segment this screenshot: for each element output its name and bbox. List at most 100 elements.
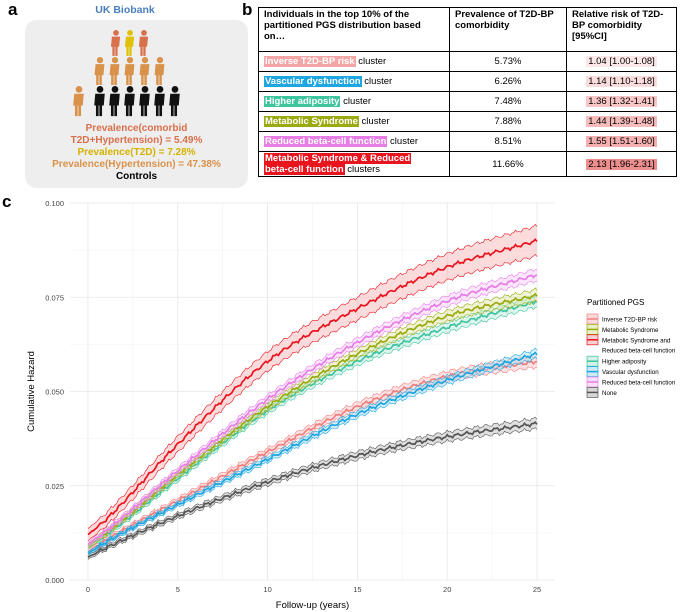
y-tick-label: 0.025: [45, 482, 64, 491]
prevalence-line: Controls: [115, 171, 158, 182]
cluster-cell: Higher adiposity cluster: [258, 91, 450, 112]
legend-label: Reduced beta-cell function: [602, 380, 676, 387]
relative-risk-value: 1.44 [1.39-1.48]: [586, 116, 657, 127]
header-relative-risk: Relative risk of T2D-BP comorbidity [95%…: [566, 7, 677, 52]
relative-risk-cell: 1.14 [1.10-1.18]: [566, 71, 677, 92]
ci-lower-line: [87, 306, 538, 549]
cluster-suffix: clusters: [344, 164, 381, 175]
hypertension-person-icon: [124, 57, 135, 85]
x-tick-label: 0: [86, 585, 90, 594]
prevalence-text: Prevalence(comorbid T2D+Hypertension) = 5…: [25, 123, 248, 183]
control-person-icon: [109, 86, 120, 117]
panel-c-letter: c: [2, 195, 11, 211]
comorbidity-table: Individuals in the top 10% of the partit…: [258, 7, 677, 177]
relative-risk-cell: 1.36 [1.32-1.41]: [566, 91, 677, 112]
y-axis-label: Cumulative Hazard: [26, 351, 37, 432]
relative-risk-cell: 1.04 [1.00-1.08]: [566, 51, 677, 72]
cluster-cell: Reduced beta-cell function cluster: [258, 131, 450, 152]
legend-label: Vascular dysfunction: [602, 369, 659, 376]
prevalence-cell: 7.48%: [449, 91, 567, 112]
legend-label: Inverse T2D-BP risk: [602, 317, 658, 324]
series-line: [87, 300, 538, 547]
x-tick-label: 25: [533, 585, 541, 594]
table-row: Metabolic Syndrome cluster 7.88% 1.44 [1.3…: [258, 111, 677, 132]
cluster-label-cont: beta-cell function: [264, 164, 345, 175]
legend-label: None: [602, 390, 617, 397]
series-line: [87, 238, 538, 536]
cluster-label: Metabolic Syndrome & Reduced: [264, 153, 412, 164]
table-row: Higher adiposity cluster 7.48% 1.36 [1.32-…: [258, 91, 677, 112]
ci-upper-line: [87, 347, 538, 552]
legend-label: Higher adiposity: [602, 359, 647, 366]
control-person-icon: [124, 86, 135, 117]
y-tick-label: 0.050: [45, 388, 64, 397]
cumulative-hazard-chart: c 0 5 10 15 20 25 0.000 0.025 0.050 0.075 0.100 Foll…: [2, 195, 676, 611]
series-line: [87, 421, 538, 559]
biobank-box: [25, 20, 248, 188]
header-prevalence: Prevalence of T2D-BP comorbidity: [449, 7, 567, 52]
hypertension-person-icon: [94, 57, 105, 85]
ci-lower-line: [87, 427, 538, 560]
cluster-suffix: cluster: [358, 116, 390, 127]
series-line: [87, 292, 538, 547]
legend-label: Metabolic Syndrome: [602, 327, 659, 334]
relative-risk-cell: 1.55 [1.51-1.60]: [566, 131, 677, 152]
ci-upper-line: [87, 268, 538, 542]
series-line: [87, 274, 538, 545]
relative-risk-value: 1.36 [1.32-1.41]: [586, 96, 657, 107]
legend-title: Partitioned PGS: [587, 298, 644, 307]
people-pyramid-figure: [73, 30, 180, 117]
series-line: [87, 351, 538, 555]
legend-label: Metabolic Syndrome and: [602, 337, 671, 344]
control-person-icon: [94, 86, 105, 117]
table-row: Vascular dysfunction cluster 6.26% 1.14 [1…: [258, 71, 677, 92]
panel-a: a UK Biobank Prevalence(comorbid T2D+Hype…: [0, 0, 250, 195]
x-tick-label: 20: [443, 585, 451, 594]
table-row: Reduced beta-cell function cluster 8.51% 1…: [258, 131, 677, 152]
hypertension-person-icon: [139, 57, 150, 85]
cluster-suffix: cluster: [355, 56, 387, 67]
comorbid-person-icon: [110, 30, 121, 56]
cluster-label: Higher adiposity: [264, 96, 341, 107]
prevalence-line: Prevalence(Hypertension) = 47.38%: [52, 159, 221, 170]
ci-upper-line: [87, 416, 538, 556]
ci-lower-line: [87, 280, 538, 547]
cluster-cell: Metabolic Syndrome & Reduced beta-cell fu…: [258, 151, 450, 177]
hypertension-person-icon: [154, 57, 165, 85]
panel-a-letter: a: [8, 0, 18, 19]
prevalence-cell: 11.66%: [449, 151, 567, 177]
relative-risk-cell: 2.13 [1.96-2.31]: [566, 151, 677, 177]
ci-lower-line: [87, 253, 538, 541]
cluster-cell: Inverse T2D-BP risk cluster: [258, 51, 450, 72]
y-tick-label: 0.000: [45, 576, 64, 585]
ci-upper-line: [87, 223, 538, 529]
cluster-cell: Metabolic Syndrome cluster: [258, 111, 450, 132]
prevalence-cell: 8.51%: [449, 131, 567, 152]
ci-lower-line: [87, 299, 538, 549]
y-tick-label: 0.075: [45, 293, 64, 302]
cluster-cell: Vascular dysfunction cluster: [258, 71, 450, 92]
prevalence-cell: 7.88%: [449, 111, 567, 132]
prevalence-line: Prevalence(T2D) = 7.28%: [77, 147, 196, 158]
cluster-suffix: cluster: [361, 76, 393, 87]
panel-b-letter: b: [242, 0, 253, 19]
cluster-suffix: cluster: [387, 136, 419, 147]
ci-band: [88, 348, 537, 556]
ci-upper-line: [87, 355, 538, 550]
t2d-person-icon: [124, 30, 135, 56]
table-header-row: Individuals in the top 10% of the partit…: [258, 7, 677, 52]
relative-risk-value: 1.55 [1.51-1.60]: [586, 136, 657, 147]
x-tick-label: 10: [263, 585, 271, 594]
x-axis-label: Follow-up (years): [276, 600, 349, 611]
y-tick-label: 0.100: [45, 199, 64, 208]
cluster-label: Inverse T2D-BP risk: [264, 56, 356, 67]
prevalence-line: Prevalence(comorbid: [85, 123, 188, 134]
table-row: Metabolic Syndrome & Reduced beta-cell fu…: [258, 151, 677, 177]
biobank-title: UK Biobank: [95, 4, 155, 16]
x-tick-label: 15: [353, 585, 361, 594]
table-row: Inverse T2D-BP risk cluster 5.73% 1.04 [1.…: [258, 51, 677, 72]
series-line: [87, 360, 538, 553]
relative-risk-value: 1.14 [1.10-1.18]: [586, 76, 657, 87]
relative-risk-value: 2.13 [1.96-2.31]: [586, 158, 657, 170]
relative-risk-cell: 1.44 [1.39-1.48]: [566, 111, 677, 132]
